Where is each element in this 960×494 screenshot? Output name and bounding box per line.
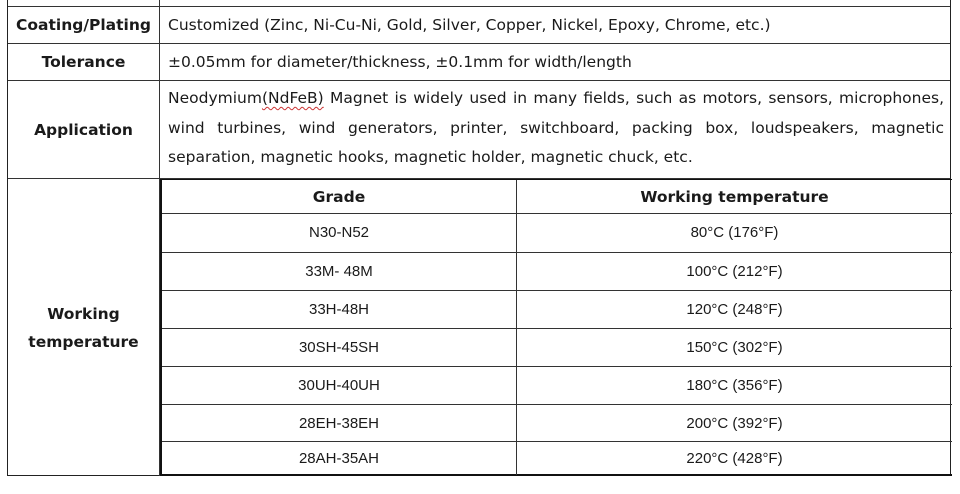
table-row: 30SH-45SH 150°C (302°F) bbox=[162, 329, 952, 367]
spellcheck-marked-text: (NdFeB) bbox=[261, 89, 324, 107]
spec-row-application: Application Neodymium(NdFeB) Magnet is w… bbox=[8, 81, 950, 179]
spec-row-tolerance: Tolerance ±0.05mm for diameter/thickness… bbox=[8, 44, 950, 81]
row-value: Neodymium(NdFeB) Magnet is widely used i… bbox=[168, 81, 944, 178]
table-header-row: Grade Working temperature bbox=[162, 180, 952, 214]
temperature-cell: 180°C (356°F) bbox=[686, 377, 783, 394]
row-label: Application bbox=[8, 81, 160, 178]
grade-cell: 33M- 48M bbox=[162, 252, 517, 290]
spec-row-working-temperature: Working temperature bbox=[8, 179, 950, 476]
temperature-cell: 120°C (248°F) bbox=[686, 301, 783, 318]
temperature-cell: 220°C (428°F) bbox=[686, 450, 783, 467]
grade-cell: 33H-48H bbox=[162, 291, 517, 328]
table-row: 28AH-35AH 220°C (428°F) bbox=[162, 442, 952, 475]
spec-row-partial bbox=[8, 0, 950, 7]
label-line: temperature bbox=[28, 332, 139, 351]
table-row: 33M- 48M 100°C (212°F) bbox=[162, 252, 952, 291]
table-row: 28EH-38EH 200°C (392°F) bbox=[162, 405, 952, 442]
spec-table: Coating/Plating Customized (Zinc, Ni-Cu-… bbox=[7, 0, 952, 476]
grade-cell: 30SH-45SH bbox=[162, 329, 517, 366]
working-temperature-table: Grade Working temperature N30-N52 80°C (… bbox=[160, 179, 952, 476]
grade-cell: 30UH-40UH bbox=[162, 367, 517, 404]
temperature-cell: 100°C (212°F) bbox=[686, 262, 783, 280]
grade-cell: 28EH-38EH bbox=[162, 405, 517, 441]
row-label-empty bbox=[8, 0, 160, 6]
value-text: Magnet is widely used in many fields, su… bbox=[168, 89, 944, 166]
temperature-cell: 200°C (392°F) bbox=[686, 414, 783, 432]
row-label: Tolerance bbox=[8, 44, 160, 80]
table-row: 30UH-40UH 180°C (356°F) bbox=[162, 367, 952, 405]
temperature-cell: 150°C (302°F) bbox=[686, 339, 783, 356]
row-value: Customized (Zinc, Ni-Cu-Ni, Gold, Silver… bbox=[168, 16, 771, 34]
table-row: N30-N52 80°C (176°F) bbox=[162, 214, 952, 253]
spec-row-coating: Coating/Plating Customized (Zinc, Ni-Cu-… bbox=[8, 7, 950, 44]
header-working-temperature: Working temperature bbox=[640, 187, 829, 206]
value-text: Neodymium bbox=[168, 89, 262, 107]
grade-cell: N30-N52 bbox=[162, 214, 517, 252]
row-label: Coating/Plating bbox=[8, 7, 160, 43]
temperature-cell: 80°C (176°F) bbox=[690, 224, 779, 242]
row-label: Working temperature bbox=[8, 179, 160, 476]
header-grade: Grade bbox=[162, 180, 517, 213]
table-row: 33H-48H 120°C (248°F) bbox=[162, 291, 952, 329]
grade-cell: 28AH-35AH bbox=[162, 442, 517, 475]
label-line: Working bbox=[47, 304, 120, 323]
row-value: ±0.05mm for diameter/thickness, ±0.1mm f… bbox=[168, 53, 632, 71]
